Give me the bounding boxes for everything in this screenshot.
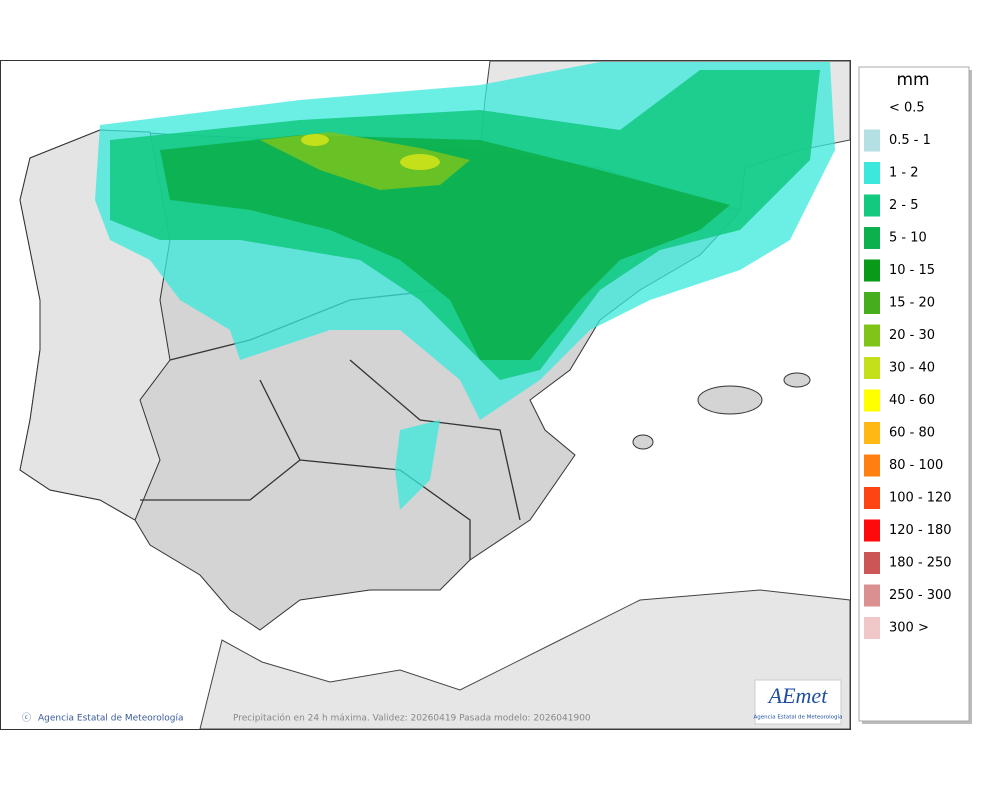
legend-label: 300 > [889, 621, 929, 636]
legend-label: 1 - 2 [889, 166, 919, 181]
credit-icon: ⓒ [22, 713, 31, 724]
legend-label: 10 - 15 [889, 263, 935, 278]
menorca [783, 372, 811, 388]
precip-1-2-south [395, 420, 440, 510]
legend-swatch [864, 194, 880, 217]
legend-swatch [864, 389, 880, 412]
legend-label: 180 - 250 [889, 556, 952, 571]
legend-swatch [864, 162, 880, 184]
legend-swatch [864, 584, 880, 607]
legend-label: 250 - 300 [889, 588, 952, 603]
legend-swatch [864, 227, 880, 249]
legend-swatch [864, 357, 880, 379]
precip-20-30 [260, 132, 470, 190]
legend-swatch [864, 259, 880, 282]
legend-label: 40 - 60 [889, 393, 935, 408]
precip-5-10 [160, 135, 730, 360]
precip-30-40 [301, 134, 329, 146]
legend-swatch [864, 487, 880, 509]
map: ⓒ Agencia Estatal de Meteorología Precip… [0, 60, 851, 730]
legend-swatch [864, 617, 880, 639]
legend-label: 120 - 180 [889, 523, 952, 538]
legend-swatch [864, 129, 880, 152]
logo-subtitle: Agencia Estatal de Meteorología [754, 714, 843, 721]
mallorca [697, 385, 763, 415]
legend-label: 20 - 30 [889, 328, 935, 343]
legend-swatch [864, 454, 880, 477]
legend-label: 80 - 100 [889, 458, 943, 473]
footer-caption: Precipitación en 24 h máxima. Validez: 2… [233, 713, 591, 724]
legend-label: 0.5 - 1 [889, 133, 931, 148]
legend-label: 30 - 40 [889, 361, 935, 376]
legend-label: 60 - 80 [889, 426, 935, 441]
legend-label: 2 - 5 [889, 198, 919, 213]
footer-credit: Agencia Estatal de Meteorología [38, 714, 184, 724]
ibiza [632, 434, 654, 450]
legend-label: 5 - 10 [889, 231, 927, 246]
legend-swatch [864, 422, 880, 444]
logo-name: AEmet [767, 683, 829, 708]
legend-swatch [864, 552, 880, 574]
precip-30-40 [400, 154, 440, 170]
logo-box [754, 679, 842, 725]
legend-swatch [864, 292, 880, 314]
legend: mm < 0.5 0.5 - 1 1 - 2 2 - 5 5 - 10 10 - 15 15… [858, 66, 972, 724]
legend-label: < 0.5 [889, 101, 925, 116]
legend-label: 100 - 120 [889, 491, 952, 506]
legend-label: 15 - 20 [889, 296, 935, 311]
legend-swatch [864, 324, 880, 347]
africa-land [199, 589, 851, 730]
legend-swatch [864, 519, 880, 542]
legend-title: mm [896, 70, 929, 90]
